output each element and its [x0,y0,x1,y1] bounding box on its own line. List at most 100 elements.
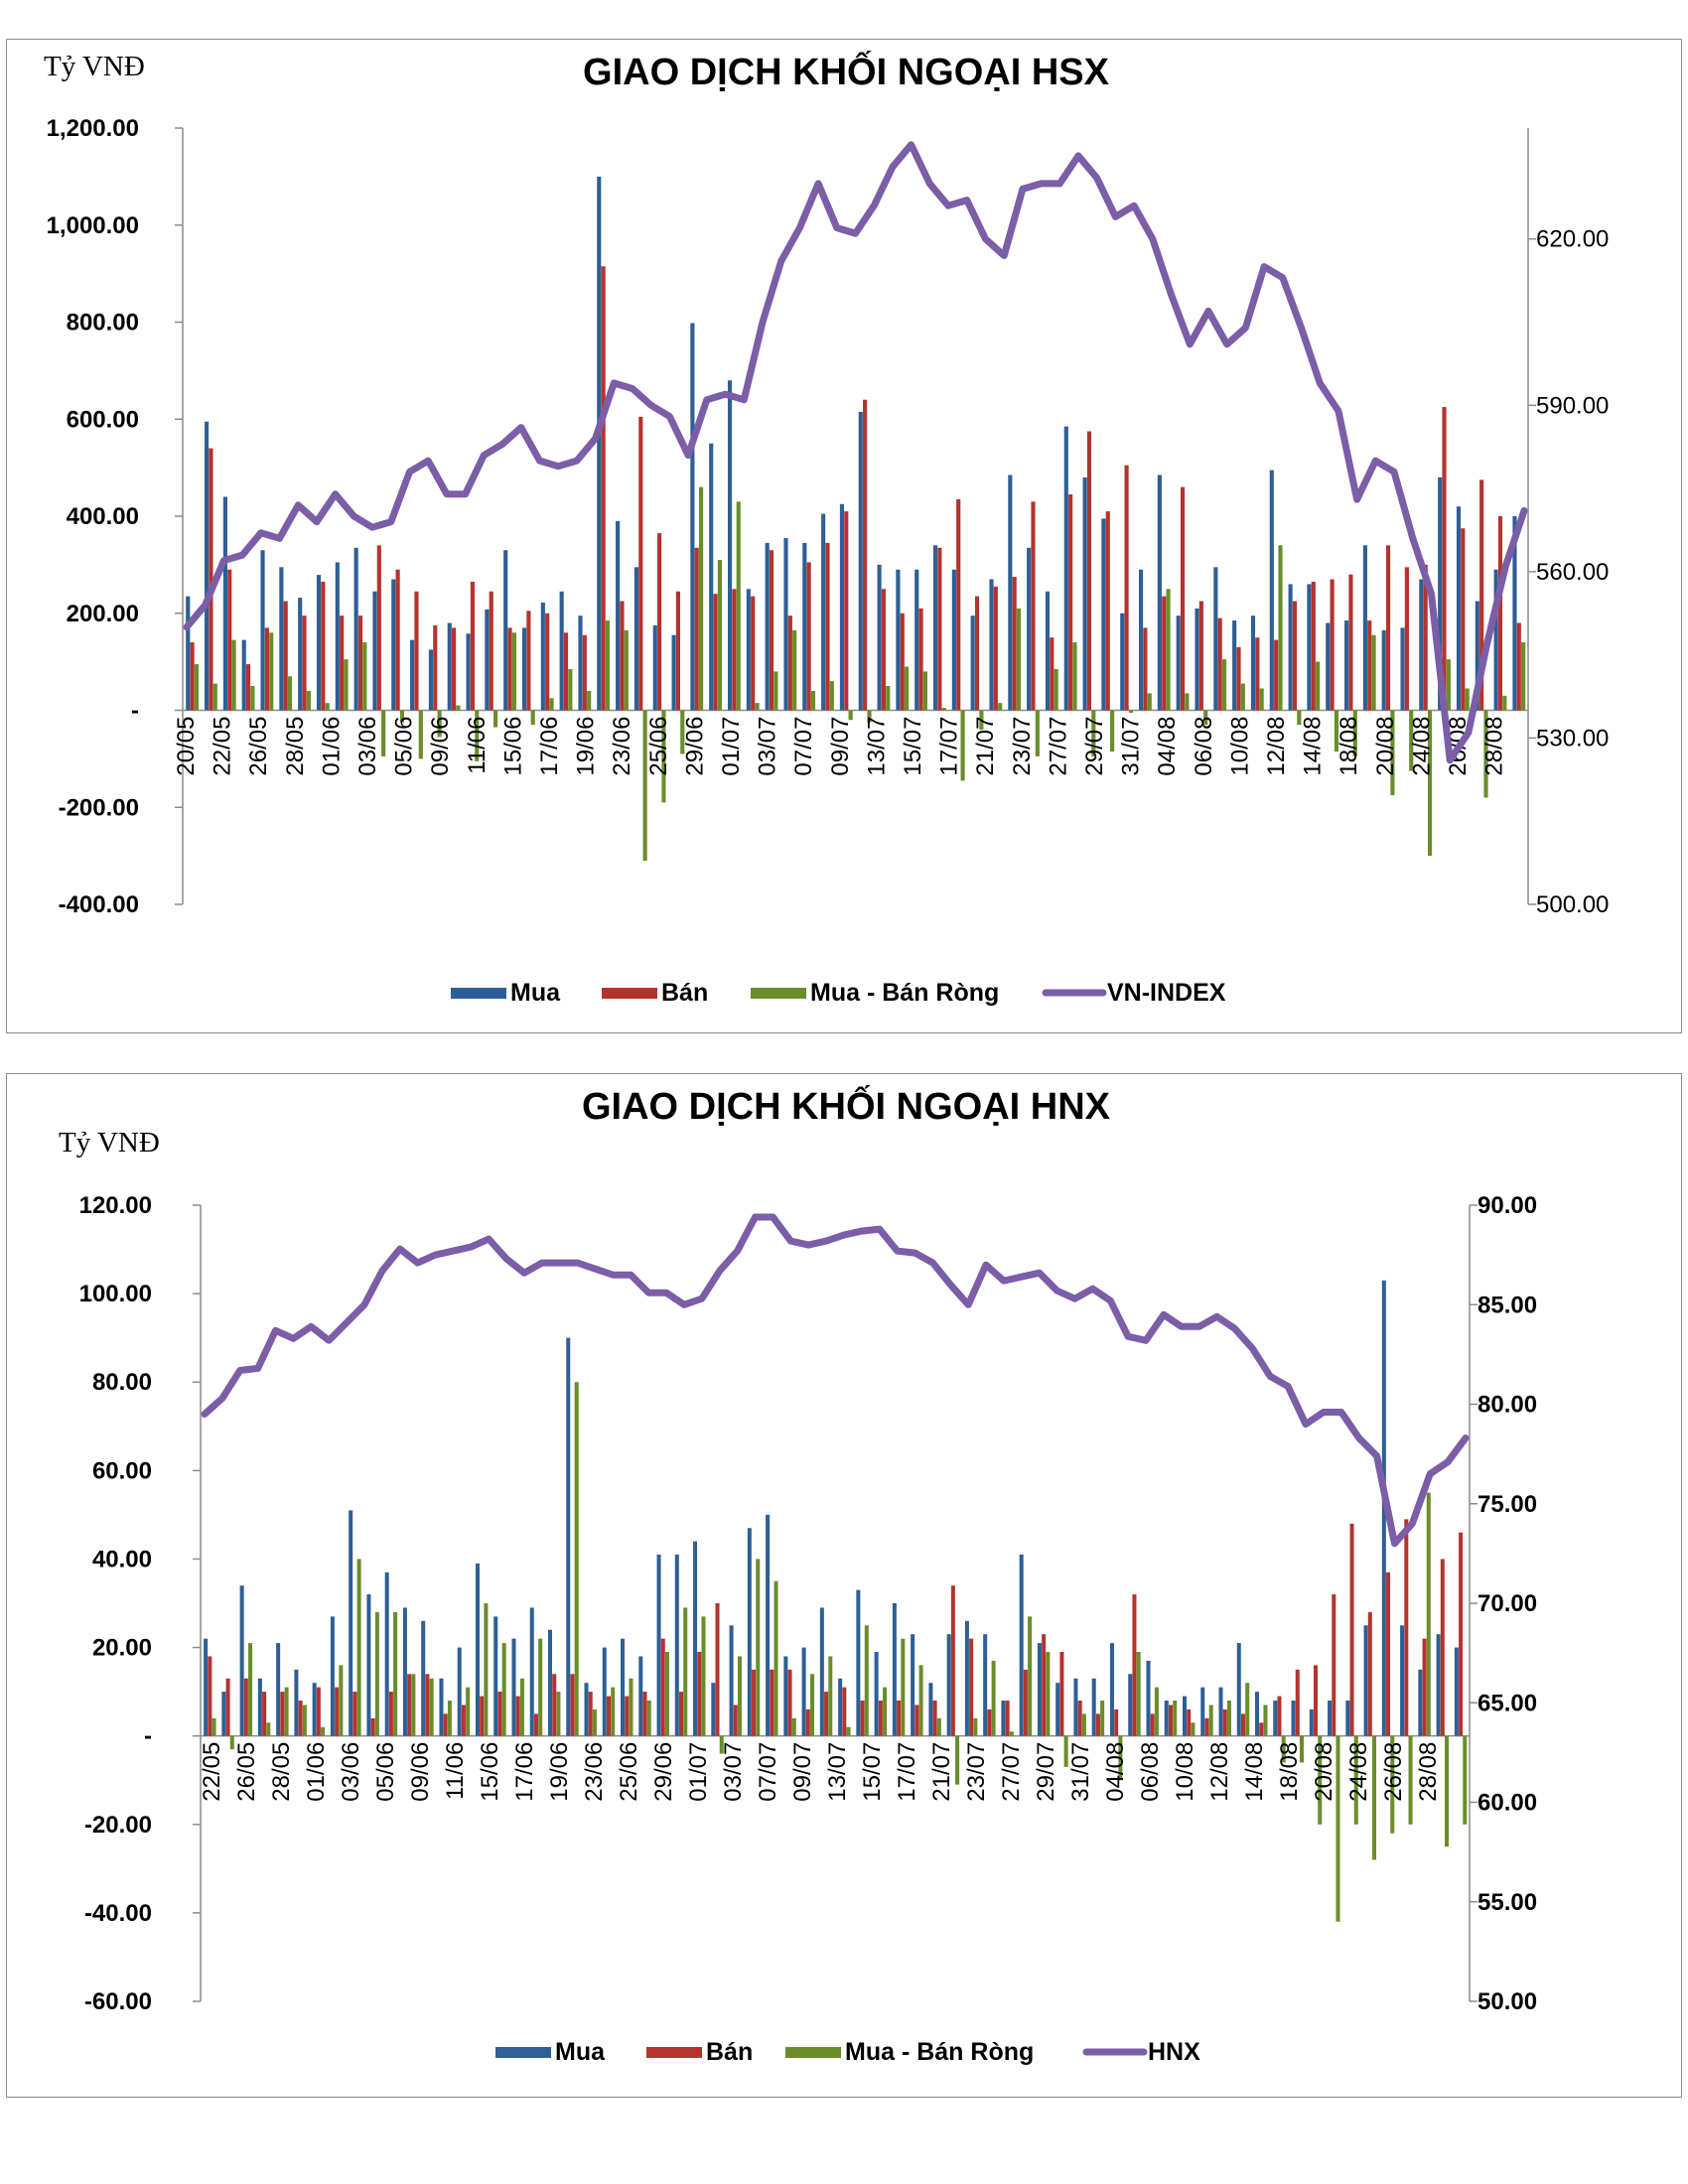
bar-ban [452,627,457,711]
bar-rong [846,1726,851,1736]
bar-rong [736,501,741,711]
bar-ban [878,1701,883,1736]
bar-mua [353,547,358,711]
bar-mua [1195,608,1199,711]
bar-rong [810,1674,815,1736]
x-tick-labels: 22/05 26/05 28/05 01/06 03/06 05/06 09/06 11/06… [199,1742,1442,1802]
bar-ban [1222,1708,1227,1736]
x-tick-label: 07/07 [790,717,817,776]
y-axis-unit: Tỷ VNĐ [59,1127,160,1159]
bar-ban [1386,1571,1391,1736]
bar-mua [457,1647,462,1736]
bar-rong [501,1643,506,1736]
bar-ban [227,569,232,711]
bar-rong [886,686,891,711]
bar-ban [1086,431,1092,711]
bar-rong [1299,1735,1304,1763]
bar-ban [335,1687,340,1736]
y-tick-label: -60.00 [84,1988,152,2015]
bar-mua [1091,1678,1096,1736]
x-tick-label: 03/06 [354,717,381,776]
x-tick-label: 25/06 [616,1742,642,1802]
bar-rong [1483,710,1488,798]
bar-ban [974,596,980,711]
bar-rong [810,690,816,711]
bar-rong [1336,1735,1340,1922]
bar-mua [896,569,901,711]
bar-ban [246,664,251,711]
bar-ban [1236,646,1241,711]
bar-mua [559,591,564,711]
bar-mua [1218,1687,1223,1736]
bar-mua [372,591,377,711]
legend-swatch [785,2047,841,2058]
bar-mua [1037,1643,1042,1736]
bar-mua [1082,477,1087,711]
x-tick-label: 04/08 [1154,717,1181,776]
y2-tick-label: 75.00 [1477,1491,1537,1518]
bar-mua [410,639,415,711]
bar-mua [1019,1554,1024,1736]
bars [186,176,1526,862]
bar-rong [1100,1701,1105,1736]
bar-rong [955,1735,960,1785]
bar-ban [316,1687,321,1736]
bar-ban [1023,1669,1028,1736]
bar-mua [1493,569,1498,711]
bar-rong [302,1705,307,1736]
bar-rong [664,1652,669,1736]
bar-rong [229,1735,234,1750]
bar-ban [805,1708,810,1736]
y-axis-unit: Tỷ VNĐ [44,51,145,82]
y-tick-label: 1,000.00 [47,212,139,239]
bar-rong [411,1674,416,1736]
bar-rong [1046,1652,1051,1736]
x-tick-label: 24/08 [1345,1742,1372,1802]
x-tick-label: 04/08 [1102,1742,1129,1802]
bar-mua [1008,475,1013,711]
bar-rong [960,710,965,781]
bar-mua [1344,620,1349,711]
bar-mua [633,567,639,711]
bar-mua [421,1620,426,1736]
bar-ban [480,1696,485,1736]
bar-mua [330,1616,335,1736]
bar-ban [588,1692,593,1736]
bar-rong [1191,1722,1196,1736]
bar-mua [802,542,807,711]
bar-ban [1204,1717,1209,1736]
bar-mua [1250,615,1256,711]
bar-mua [746,589,751,711]
x-tick-label: 25/06 [645,717,672,776]
x-tick-label: 23/07 [963,1742,990,1802]
bar-rong [973,1717,978,1736]
bar-rong [1154,1687,1159,1736]
x-tick-label: 26/05 [245,717,272,776]
bar-ban [1012,577,1017,711]
bar-ban [563,632,569,711]
bar-rong [356,1559,361,1736]
bar-rong [1352,710,1357,756]
y-tick-label: 400.00 [67,503,139,530]
bar-ban [987,1708,992,1736]
bar-rong [1426,1492,1431,1736]
x-tick-label: 20/08 [1311,1742,1337,1802]
bar-mua [616,520,621,711]
bar-ban [694,547,699,711]
bar-ban [993,586,998,711]
bar-ban [1295,1669,1300,1736]
x-tick-label: 27/07 [998,1742,1025,1802]
bar-mua [652,624,657,711]
bar-rong [901,1638,906,1736]
bar-ban [414,591,419,711]
bar-ban [969,1638,974,1736]
bar-rong [1371,1735,1377,1860]
chart-panel-hnx: GIAO DỊCH KHỐI NGOẠI HNX Tỷ VNĐ 120.00 10… [6,1073,1682,2098]
y-tick-label: 100.00 [79,1281,152,1307]
bar-mua [1307,584,1312,711]
x-tick-label: 07/07 [755,1742,781,1802]
bar-ban [1259,1722,1264,1736]
bar-mua [621,1638,626,1736]
y2-tick-label: 85.00 [1477,1292,1537,1318]
bar-ban [1349,1523,1354,1736]
